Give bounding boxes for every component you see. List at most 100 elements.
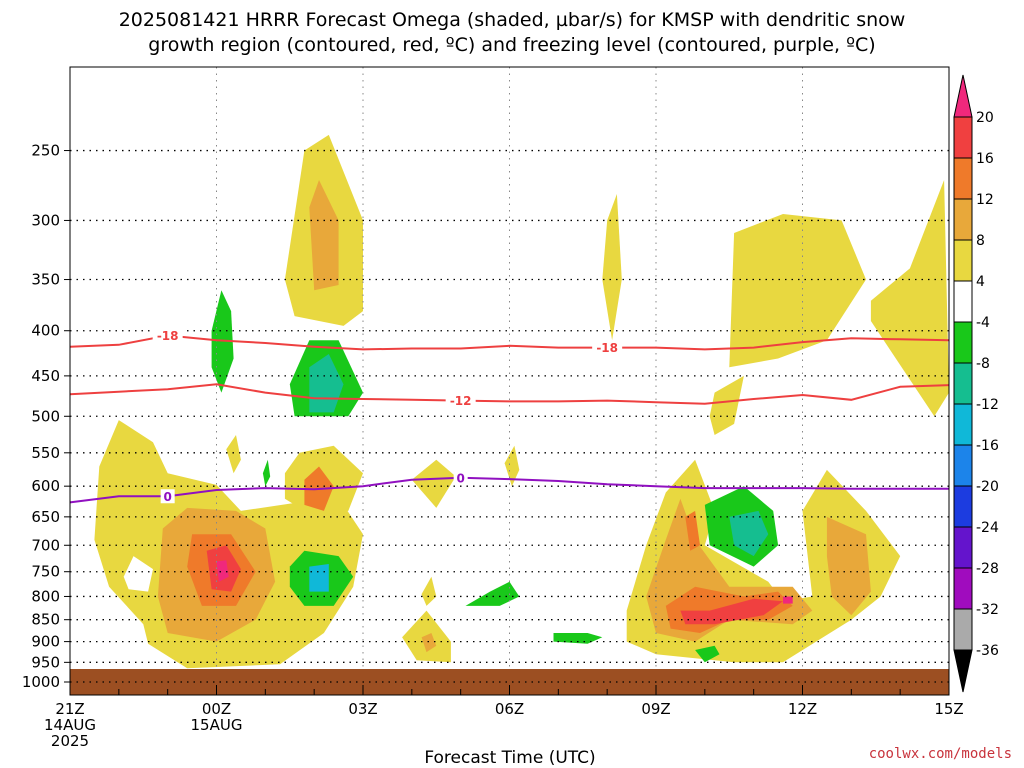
omega-region-31 — [826, 516, 871, 616]
colorbar-band-2 — [953, 198, 973, 241]
y-tick-label-750: 750 — [31, 563, 60, 581]
omega-region-28 — [680, 598, 783, 625]
y-tick-label-950: 950 — [31, 653, 60, 671]
omega-region-24 — [602, 194, 622, 341]
y-axis: 250 300 350 400 450 500 550 600 650 700 750 800 850 9… — [22, 142, 70, 691]
colorbar-band-1 — [953, 157, 973, 200]
colorbar-label--12: -12 — [976, 397, 999, 413]
colorbar-label--20: -20 — [976, 479, 999, 495]
omega-region-34 — [695, 645, 720, 663]
omega-region-22 — [465, 581, 520, 606]
colorbar-top-arrow — [953, 74, 973, 118]
colorbar-band-9 — [953, 485, 973, 528]
x-tick-label-3-0: 00Z — [202, 700, 231, 718]
omega-region-17 — [411, 459, 456, 508]
colorbar-band-8 — [953, 444, 973, 487]
contour-label--12: -12 — [450, 394, 472, 408]
colorbar-label--24: -24 — [976, 520, 999, 536]
colorbar-label--8: -8 — [976, 356, 990, 372]
omega-region-33 — [729, 510, 769, 557]
contour-label-0: 0 — [163, 490, 171, 504]
contour--12 — [69, 383, 950, 405]
omega-region-8 — [309, 180, 339, 291]
colorbar: 20 16 12 8 4 -4 -8 -12 -16 -20 -24 -28 -32 -36 — [953, 74, 999, 693]
contour-lines: -18 -18 -12 0 0 — [69, 328, 950, 504]
watermark: coolwx.com/models — [869, 746, 1012, 762]
x-tick-label-15-0: 12Z — [788, 700, 817, 718]
omega-region-14 — [309, 564, 329, 592]
y-tick-label-300: 300 — [31, 211, 60, 229]
colorbar-band-4 — [953, 280, 973, 323]
colorbar-label-12: 12 — [976, 192, 994, 208]
x-tick-label-0-1: 14AUG — [44, 716, 96, 734]
omega-region-18 — [421, 576, 437, 606]
contour-label-0: 0 — [456, 471, 464, 485]
x-tick-label-6-0: 03Z — [348, 700, 377, 718]
colorbar-band-7 — [953, 403, 973, 446]
y-tick-label-400: 400 — [31, 322, 60, 340]
y-tick-label-800: 800 — [31, 587, 60, 605]
colorbar-label--16: -16 — [976, 438, 999, 454]
contour-label-bg — [592, 340, 623, 355]
contour-label-bg — [160, 489, 175, 504]
y-tick-label-500: 500 — [31, 407, 60, 425]
colorbar-band-11 — [953, 567, 973, 610]
x-axis-label: Forecast Time (UTC) — [424, 748, 595, 768]
omega-shading — [94, 134, 949, 669]
omega-region-20 — [421, 633, 437, 653]
colorbar-label-16: 16 — [976, 151, 994, 167]
colorbar-bottom-arrow — [953, 649, 973, 693]
colorbar-label-4: 4 — [976, 274, 985, 290]
colorbar-label-20: 20 — [976, 110, 994, 126]
contour-label-bg — [445, 393, 476, 408]
y-tick-label-450: 450 — [31, 367, 60, 385]
colorbar-label--36: -36 — [976, 643, 999, 659]
x-tick-label-0-2: 2025 — [51, 732, 89, 750]
y-tick-label-600: 600 — [31, 477, 60, 495]
x-tick-label-18-0: 15Z — [934, 700, 963, 718]
omega-region-21 — [504, 445, 520, 487]
x-tick-label-3-1: 15AUG — [191, 716, 243, 734]
omega-region-5 — [216, 560, 229, 582]
colorbar-band-5 — [953, 321, 973, 364]
chart-title-line-1: 2025081421 HRRR Forecast Omega (shaded, … — [119, 9, 906, 31]
contour-label-bg — [152, 328, 183, 343]
contour-label--18: -18 — [157, 329, 179, 343]
chart-title-line-2: growth region (contoured, red, ºC) and f… — [148, 34, 875, 56]
colorbar-band-12 — [953, 608, 973, 651]
y-tick-label-700: 700 — [31, 536, 60, 554]
omega-region-35 — [709, 375, 744, 435]
omega-region-30 — [685, 510, 700, 551]
y-tick-label-350: 350 — [31, 271, 60, 289]
plot-area: -18 -18 -12 0 0 — [69, 66, 950, 696]
omega-region-37 — [870, 180, 949, 417]
colorbar-label-8: 8 — [976, 233, 985, 249]
x-tick-label-9-0: 06Z — [495, 700, 524, 718]
contour--18 — [69, 334, 950, 351]
colorbar-band-10 — [953, 526, 973, 569]
contour-label--18: -18 — [596, 341, 618, 355]
colorbar-band-3 — [953, 239, 973, 282]
y-tick-label-550: 550 — [31, 444, 60, 462]
y-tick-label-900: 900 — [31, 633, 60, 651]
colorbar-label--28: -28 — [976, 561, 999, 577]
omega-region-16 — [262, 459, 271, 487]
x-tick-label-0-0: 21Z — [55, 700, 84, 718]
omega-region-36 — [729, 214, 866, 368]
colorbar-label--32: -32 — [976, 602, 999, 618]
colorbar-band-0 — [953, 116, 973, 159]
y-tick-label-850: 850 — [31, 611, 60, 629]
y-tick-label-650: 650 — [31, 508, 60, 526]
omega-region-6 — [226, 435, 241, 474]
colorbar-band-6 — [953, 362, 973, 405]
y-tick-label-250: 250 — [31, 142, 60, 160]
x-tick-label-12-0: 09Z — [641, 700, 670, 718]
omega-region-1 — [123, 556, 153, 592]
contour-label-bg — [453, 470, 468, 485]
contour-0 — [69, 476, 949, 504]
y-tick-label-1000: 1000 — [22, 673, 60, 691]
omega-region-29 — [783, 596, 793, 604]
colorbar-label--4: -4 — [976, 315, 990, 331]
